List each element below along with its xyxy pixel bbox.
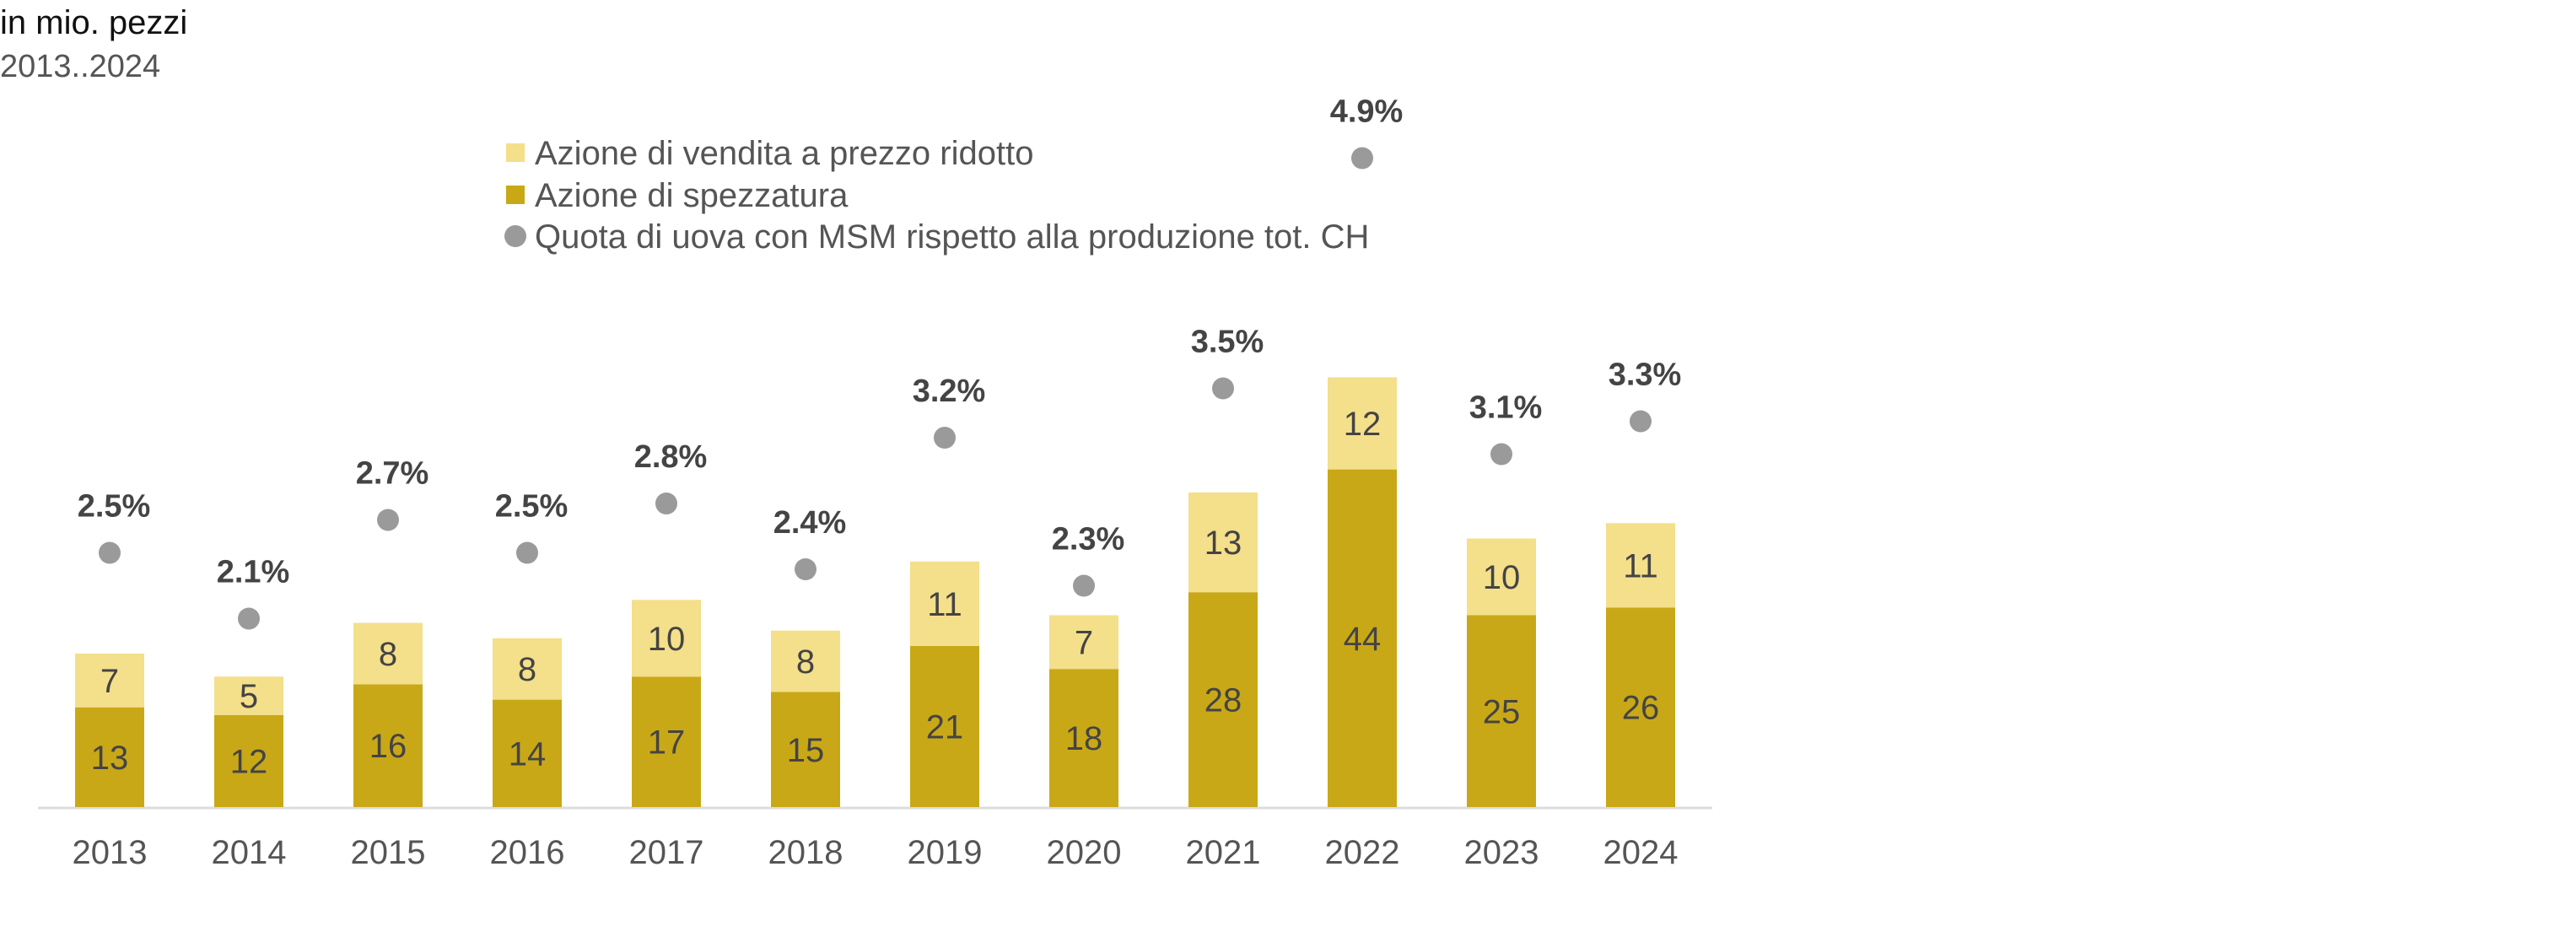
legend-swatch-reduced-price bbox=[506, 143, 525, 162]
x-tick-label-2020: 2020 bbox=[1047, 834, 1122, 871]
share-marker-2013 bbox=[99, 541, 121, 564]
share-label-2015: 2.7% bbox=[356, 456, 429, 492]
share-marker-2024 bbox=[1630, 410, 1652, 433]
bar-breaking-2023 bbox=[1467, 615, 1536, 807]
share-label-2023: 3.1% bbox=[1469, 390, 1543, 426]
value-label-breaking-2013: 13 bbox=[91, 740, 129, 777]
legend-label-breaking: Azione di spezzatura bbox=[535, 177, 849, 214]
value-label-reduced-price-2019: 11 bbox=[927, 586, 962, 623]
x-tick-label-2023: 2023 bbox=[1464, 834, 1539, 871]
share-label-2017: 2.8% bbox=[634, 439, 708, 475]
share-marker-2015 bbox=[377, 509, 399, 531]
share-marker-2022 bbox=[1351, 147, 1373, 170]
unit-label: in mio. pezzi bbox=[0, 4, 187, 41]
value-label-breaking-2019: 21 bbox=[926, 708, 964, 746]
value-label-reduced-price-2016: 8 bbox=[518, 651, 536, 688]
bar-breaking-2022 bbox=[1328, 469, 1397, 807]
x-tick-label-2018: 2018 bbox=[768, 834, 843, 871]
share-marker-2018 bbox=[795, 558, 816, 580]
bar-breaking-2019 bbox=[910, 645, 979, 807]
bar-breaking-2016 bbox=[493, 699, 562, 807]
bar-reduced-price-2017 bbox=[632, 600, 701, 677]
bar-reduced-price-2022 bbox=[1328, 377, 1397, 470]
bar-reduced-price-2019 bbox=[910, 561, 979, 646]
legend-swatch-breaking bbox=[506, 186, 525, 204]
share-marker-2016 bbox=[516, 541, 538, 564]
value-label-reduced-price-2014: 5 bbox=[240, 678, 258, 715]
bar-breaking-2018 bbox=[771, 692, 840, 807]
share-label-2019: 3.2% bbox=[913, 374, 986, 409]
bar-reduced-price-2024 bbox=[1606, 523, 1675, 608]
bar-breaking-2015 bbox=[353, 684, 423, 807]
bar-reduced-price-2014 bbox=[214, 676, 283, 715]
share-marker-2019 bbox=[934, 427, 956, 449]
x-tick-label-2015: 2015 bbox=[351, 834, 426, 871]
legend-label-reduced-price: Azione di vendita a prezzo ridotto bbox=[535, 135, 1033, 172]
share-label-2024: 3.3% bbox=[1609, 358, 1682, 393]
value-label-breaking-2021: 28 bbox=[1204, 682, 1242, 719]
value-label-reduced-price-2022: 12 bbox=[1344, 406, 1382, 443]
bar-breaking-2021 bbox=[1188, 592, 1258, 807]
value-label-reduced-price-2021: 13 bbox=[1204, 525, 1242, 562]
value-label-reduced-price-2017: 10 bbox=[648, 621, 686, 658]
value-label-breaking-2023: 25 bbox=[1483, 693, 1521, 730]
value-label-reduced-price-2018: 8 bbox=[796, 643, 815, 681]
value-label-breaking-2017: 17 bbox=[648, 724, 686, 762]
x-tick-label-2013: 2013 bbox=[73, 834, 148, 871]
share-label-2021: 3.5% bbox=[1191, 325, 1264, 360]
value-label-reduced-price-2023: 10 bbox=[1483, 559, 1521, 596]
bar-breaking-2014 bbox=[214, 714, 283, 807]
bar-breaking-2024 bbox=[1606, 607, 1675, 807]
share-label-2014: 2.1% bbox=[217, 555, 290, 590]
x-tick-label-2017: 2017 bbox=[629, 834, 704, 871]
bar-reduced-price-2016 bbox=[493, 638, 562, 700]
period-label: 2013..2024 bbox=[0, 49, 160, 84]
value-label-breaking-2024: 26 bbox=[1622, 690, 1660, 727]
share-label-2013: 2.5% bbox=[78, 489, 151, 525]
value-label-reduced-price-2015: 8 bbox=[379, 636, 397, 673]
share-marker-2014 bbox=[238, 607, 260, 630]
x-tick-label-2014: 2014 bbox=[212, 834, 287, 871]
value-label-breaking-2015: 16 bbox=[369, 728, 407, 765]
bar-breaking-2020 bbox=[1049, 669, 1118, 807]
bar-reduced-price-2015 bbox=[353, 622, 423, 685]
bar-breaking-2017 bbox=[632, 676, 701, 807]
x-tick-label-2022: 2022 bbox=[1325, 834, 1400, 871]
x-tick-label-2019: 2019 bbox=[908, 834, 983, 871]
share-marker-2021 bbox=[1212, 377, 1234, 400]
x-tick-label-2024: 2024 bbox=[1603, 834, 1679, 871]
share-label-2022: 4.9% bbox=[1330, 94, 1404, 130]
value-label-breaking-2022: 44 bbox=[1344, 621, 1382, 658]
value-label-breaking-2016: 14 bbox=[509, 735, 547, 773]
legend: Azione di vendita a prezzo ridotto Azion… bbox=[504, 135, 1369, 256]
share-label-2016: 2.5% bbox=[495, 489, 569, 525]
value-label-breaking-2014: 12 bbox=[230, 743, 268, 780]
share-marker-2020 bbox=[1073, 574, 1095, 597]
value-label-breaking-2018: 15 bbox=[787, 732, 825, 769]
share-marker-2023 bbox=[1490, 443, 1512, 466]
bar-reduced-price-2021 bbox=[1188, 492, 1258, 593]
value-label-reduced-price-2024: 11 bbox=[1623, 547, 1658, 584]
legend-label-share: Quota di uova con MSM rispetto alla prod… bbox=[535, 218, 1369, 256]
bar-reduced-price-2018 bbox=[771, 630, 840, 692]
bar-reduced-price-2023 bbox=[1467, 538, 1536, 616]
share-marker-2017 bbox=[655, 493, 677, 514]
bar-reduced-price-2013 bbox=[75, 654, 144, 708]
value-label-reduced-price-2020: 7 bbox=[1075, 624, 1093, 661]
bar-breaking-2013 bbox=[75, 707, 144, 807]
legend-marker-share bbox=[504, 225, 526, 247]
plot-area: 13 7 2.5% 2013 12 5 2.1% 2014 16 8 2.7% 2015 14 8 2.5%… bbox=[38, 94, 1712, 871]
bar-reduced-price-2020 bbox=[1049, 615, 1118, 670]
share-label-2020: 2.3% bbox=[1052, 522, 1125, 557]
share-label-2018: 2.4% bbox=[773, 505, 847, 541]
x-tick-label-2016: 2016 bbox=[490, 834, 565, 871]
x-tick-label-2021: 2021 bbox=[1186, 834, 1261, 871]
value-label-reduced-price-2013: 7 bbox=[100, 663, 119, 700]
value-label-breaking-2020: 18 bbox=[1065, 720, 1103, 757]
